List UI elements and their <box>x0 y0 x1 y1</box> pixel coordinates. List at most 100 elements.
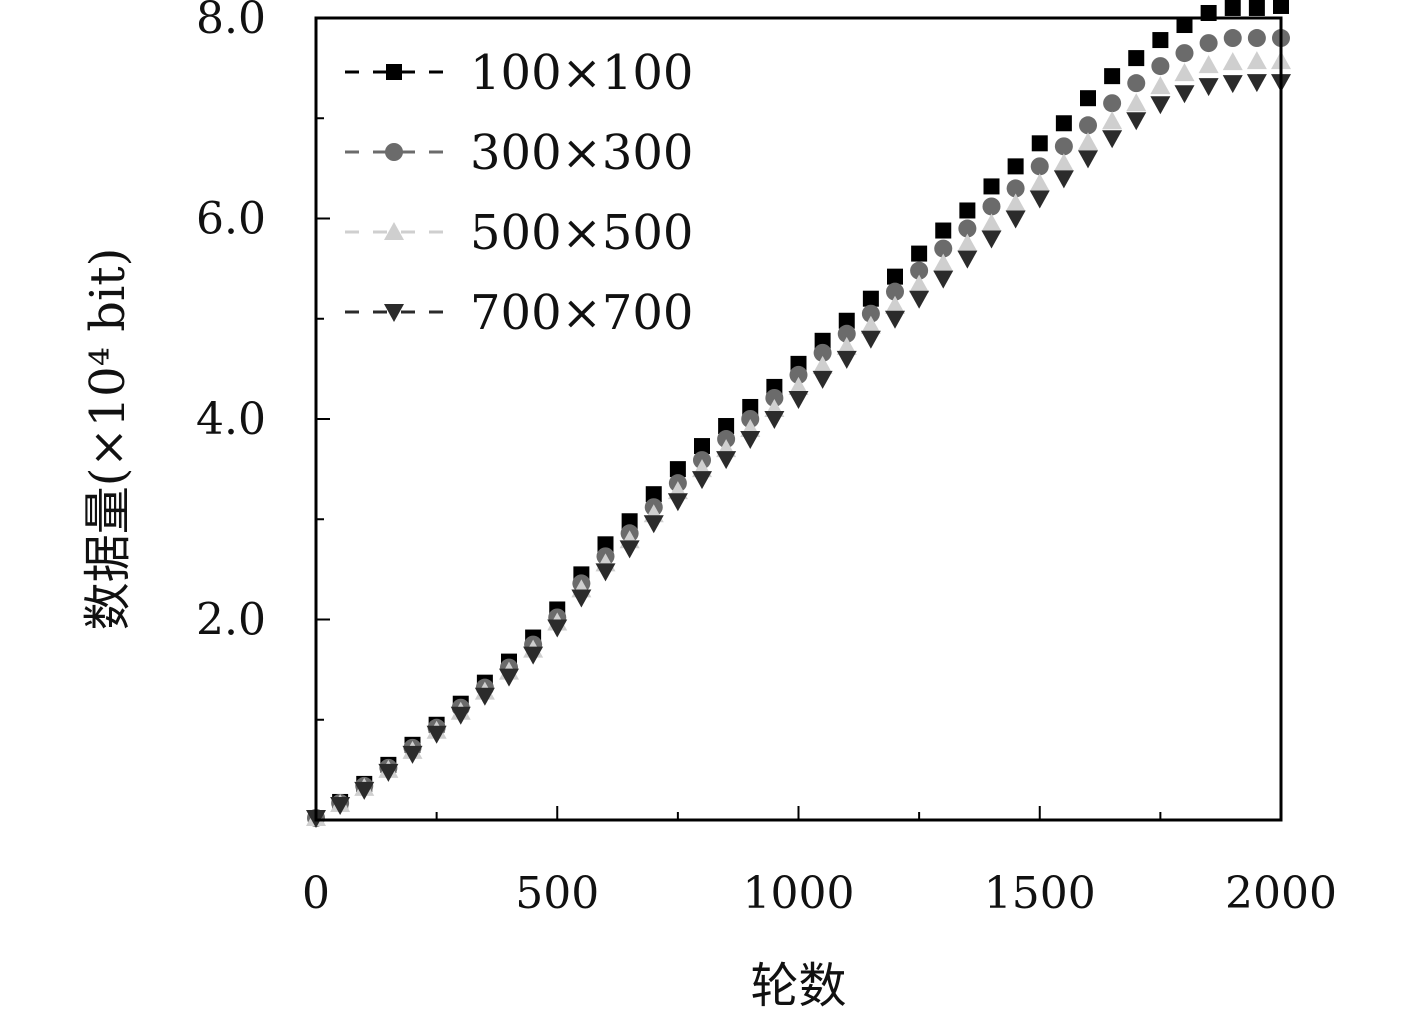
data-point <box>1151 57 1170 76</box>
data-point <box>1198 78 1219 97</box>
data-point <box>1006 179 1025 198</box>
data-point <box>1222 75 1243 94</box>
data-point <box>667 493 688 512</box>
data-point <box>1246 51 1267 70</box>
data-point <box>1247 29 1266 48</box>
data-point <box>789 365 808 384</box>
data-point <box>982 197 1001 216</box>
legend: 100×100 300×300 500×500 700×700 <box>345 45 693 341</box>
data-point <box>1248 0 1265 16</box>
data-point <box>788 390 809 409</box>
data-point <box>1175 44 1194 63</box>
data-point <box>860 330 881 349</box>
x-tick-label: 2000 <box>1225 868 1337 919</box>
data-point <box>861 304 880 323</box>
data-point <box>981 213 1002 232</box>
legend-label: 500×500 <box>470 205 693 261</box>
data-point <box>909 290 930 309</box>
legend-label: 300×300 <box>470 125 693 181</box>
data-point <box>426 725 447 744</box>
data-point <box>645 486 662 503</box>
data-point <box>812 370 833 389</box>
data-point <box>934 239 953 258</box>
data-point <box>981 230 1002 249</box>
x-tick-label: 0 <box>302 868 330 919</box>
data-point <box>1029 190 1050 209</box>
data-point <box>957 233 978 252</box>
data-point <box>523 646 544 665</box>
data-point <box>1150 96 1171 115</box>
y-tick-label: 2.0 <box>196 595 266 646</box>
data-point <box>837 324 856 343</box>
data-point <box>619 540 640 559</box>
legend-marker <box>386 64 402 80</box>
x-axis-ticks: 0 500 1000 1500 2000 <box>302 806 1337 919</box>
data-point <box>1005 193 1026 212</box>
data-point <box>718 418 735 435</box>
data-point <box>958 219 977 238</box>
data-point <box>402 745 423 764</box>
data-point <box>788 376 809 395</box>
series-4 <box>306 74 1291 828</box>
data-point <box>378 763 399 782</box>
data-point <box>765 388 784 407</box>
x-axis-label: 轮数 <box>750 958 846 1014</box>
data-point <box>1078 150 1098 169</box>
data-point <box>885 310 905 329</box>
y-axis-label: 数据量(×10⁴ bit) <box>80 248 136 631</box>
data-point <box>1054 137 1073 156</box>
data-point <box>860 315 881 334</box>
data-point <box>764 411 785 429</box>
data-point <box>1030 157 1049 176</box>
data-point <box>836 350 857 369</box>
data-point <box>909 274 930 293</box>
data-point <box>1246 74 1267 93</box>
data-point <box>1223 29 1242 48</box>
x-tick-label: 1000 <box>743 868 855 919</box>
legend-item: 700×700 <box>345 285 693 341</box>
data-point <box>694 438 710 455</box>
plot-markers <box>306 0 1291 828</box>
data-point <box>547 619 568 638</box>
data-point <box>571 589 592 608</box>
data-point <box>1103 94 1122 113</box>
data-point <box>886 282 904 301</box>
data-point <box>354 781 375 800</box>
data-point <box>813 343 832 362</box>
data-point <box>957 250 978 269</box>
data-point <box>741 410 760 428</box>
data-point <box>885 295 905 314</box>
data-point <box>1224 0 1241 16</box>
data-point <box>1055 115 1072 132</box>
legend-marker <box>384 304 404 322</box>
x-tick-label: 1500 <box>984 868 1096 919</box>
data-point <box>1150 76 1171 95</box>
legend-item: 500×500 <box>345 205 693 261</box>
data-point <box>595 563 616 582</box>
data-point <box>1128 50 1145 67</box>
data-point <box>1199 34 1218 53</box>
data-point <box>959 202 976 219</box>
data-point <box>1104 68 1121 85</box>
data-point <box>1126 112 1147 131</box>
data-point <box>499 668 519 687</box>
data-point <box>1053 170 1074 189</box>
data-point <box>1102 130 1123 149</box>
data-point <box>836 336 857 355</box>
legend-item: 100×100 <box>345 45 693 101</box>
data-point <box>1031 135 1048 152</box>
data-point <box>692 471 712 490</box>
data-point <box>910 261 929 280</box>
data-point <box>450 706 471 725</box>
data-point <box>911 245 928 262</box>
data-point <box>716 451 737 470</box>
data-point <box>1176 17 1193 34</box>
data-point <box>740 431 761 450</box>
legend-label: 700×700 <box>470 285 693 341</box>
data-point <box>1127 74 1146 93</box>
data-point <box>1273 0 1289 14</box>
data-point <box>1102 111 1123 130</box>
data-point <box>1174 63 1195 82</box>
